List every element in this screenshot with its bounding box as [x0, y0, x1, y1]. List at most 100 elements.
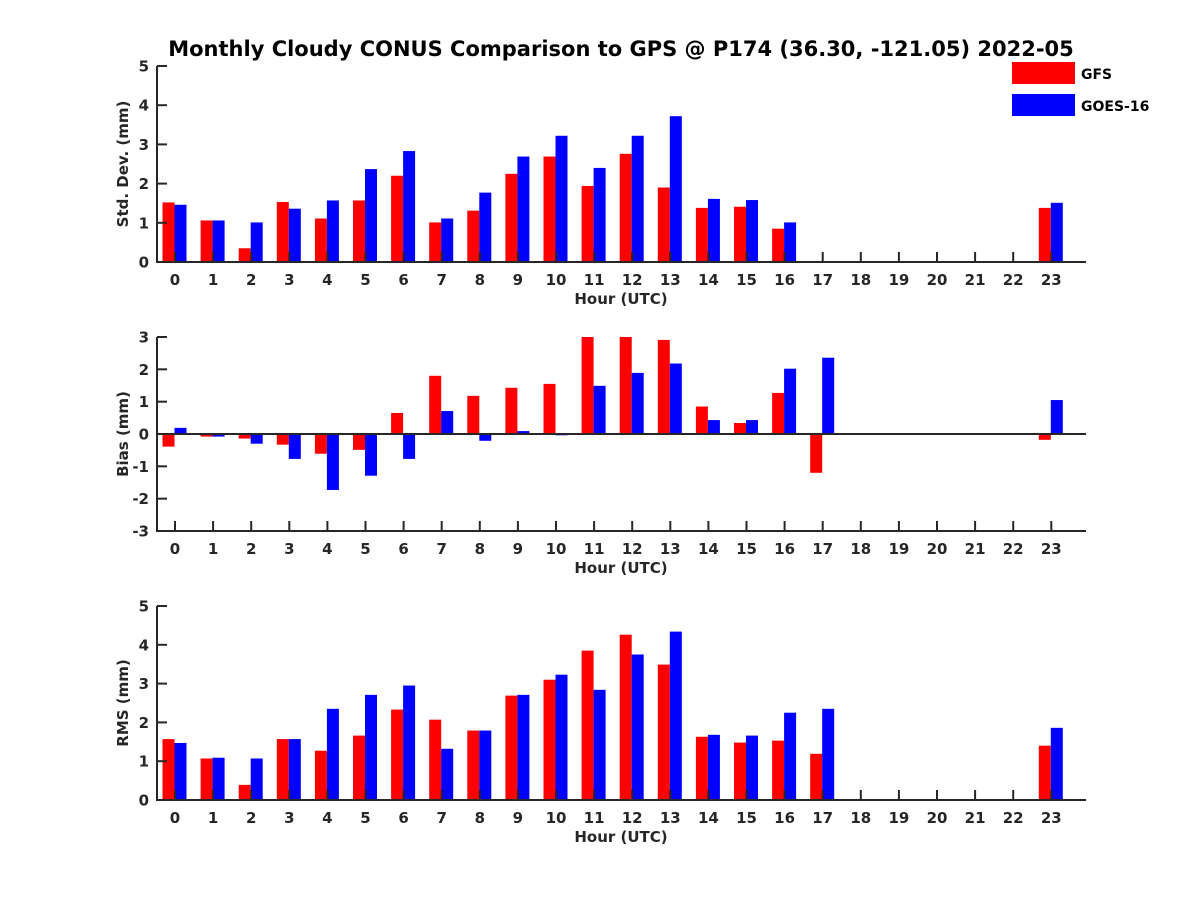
x-tick-label-rms: 15: [736, 809, 757, 827]
bar-bias-gfs-h16: [772, 392, 785, 434]
y-tick-label-rms: 4: [139, 636, 149, 654]
x-tick-label-bias: 22: [1003, 540, 1024, 558]
x-tick-label-std: 12: [622, 271, 643, 289]
bar-std-gfs-h2: [238, 248, 251, 262]
bar-rms-gfs-h5: [353, 735, 365, 800]
bar-rms-goes-16-h16: [784, 712, 797, 800]
x-tick-label-bias: 14: [698, 540, 719, 558]
bar-bias-gfs-h15: [734, 423, 746, 434]
bar-std-goes-16-h16: [784, 222, 797, 262]
bar-std-goes-16-h12: [631, 135, 644, 262]
bar-std-gfs-h11: [581, 185, 594, 262]
x-tick-label-std: 0: [170, 271, 180, 289]
bar-bias-goes-16-h9: [517, 431, 530, 434]
bar-rms-goes-16-h12: [631, 654, 644, 800]
x-axis-label-rms: Hour (UTC): [574, 828, 667, 846]
x-tick-label-bias: 15: [736, 540, 757, 558]
bar-std-gfs-h10: [543, 156, 556, 262]
series-std-goes-16: [174, 116, 1063, 263]
bar-rms-goes-16-h11: [593, 689, 606, 800]
x-axis-label-std: Hour (UTC): [574, 290, 667, 308]
bar-std-goes-16-h10: [555, 135, 568, 262]
bar-std-goes-16-h9: [517, 156, 530, 262]
x-tick-label-std: 22: [1003, 271, 1024, 289]
x-tick-label-rms: 4: [322, 809, 332, 827]
bar-rms-gfs-h14: [695, 736, 708, 800]
bar-std-goes-16-h1: [212, 220, 225, 262]
bar-bias-goes-16-h13: [669, 363, 682, 434]
x-tick-label-rms: 3: [284, 809, 294, 827]
bar-std-gfs-h23: [1038, 207, 1051, 262]
x-tick-label-bias: 23: [1041, 540, 1062, 558]
y-tick-label-std: 0: [139, 254, 149, 272]
bar-rms-goes-16-h17: [822, 708, 835, 800]
bar-std-gfs-h7: [429, 222, 442, 262]
series-std-gfs: [162, 153, 1051, 262]
chart-title: Monthly Cloudy CONUS Comparison to GPS @…: [168, 37, 1074, 61]
y-tick-label-std: 1: [139, 214, 149, 232]
bar-rms-goes-16-h10: [555, 674, 568, 800]
bar-rms-goes-16-h2: [250, 758, 263, 800]
bar-rms-gfs-h15: [734, 742, 746, 800]
bar-std-goes-16-h6: [403, 151, 416, 262]
x-tick-label-std: 23: [1041, 271, 1062, 289]
x-tick-label-bias: 21: [965, 540, 986, 558]
x-tick-label-bias: 3: [284, 540, 294, 558]
bar-rms-goes-16-h15: [746, 735, 758, 800]
y-tick-label-bias: 2: [139, 361, 149, 379]
bar-rms-goes-16-h5: [365, 694, 377, 800]
x-tick-label-bias: 12: [622, 540, 643, 558]
bar-std-goes-16-h15: [746, 200, 758, 262]
bar-bias-goes-16-h8: [479, 434, 492, 441]
x-tick-label-bias: 6: [398, 540, 408, 558]
series-bias-goes-16: [174, 357, 1063, 490]
bar-rms-gfs-h23: [1038, 745, 1051, 800]
x-tick-label-rms: 19: [888, 809, 909, 827]
x-tick-label-rms: 13: [660, 809, 681, 827]
bar-rms-goes-16-h14: [707, 734, 720, 800]
bar-rms-gfs-h6: [391, 709, 404, 800]
bar-bias-gfs-h7: [429, 375, 442, 434]
x-tick-label-std: 18: [850, 271, 871, 289]
bar-std-gfs-h14: [695, 207, 708, 262]
bar-rms-gfs-h17: [810, 753, 823, 800]
bar-rms-goes-16-h13: [669, 631, 682, 800]
bar-bias-gfs-h2: [238, 434, 251, 439]
x-tick-label-bias: 19: [888, 540, 909, 558]
bar-rms-gfs-h3: [276, 739, 289, 800]
bar-rms-gfs-h2: [238, 784, 251, 800]
series-rms-gfs: [162, 634, 1051, 800]
x-tick-label-rms: 21: [965, 809, 986, 827]
bar-bias-gfs-h1: [200, 434, 213, 437]
y-tick-label-std: 2: [139, 175, 149, 193]
x-tick-label-rms: 23: [1041, 809, 1062, 827]
legend-swatch-gfs: [1012, 62, 1075, 84]
bar-bias-goes-16-h17: [822, 357, 835, 434]
bar-bias-goes-16-h7: [441, 411, 454, 434]
x-tick-label-std: 19: [888, 271, 909, 289]
x-tick-label-rms: 16: [774, 809, 795, 827]
bar-rms-goes-16-h3: [288, 739, 301, 800]
x-tick-label-bias: 11: [584, 540, 605, 558]
bar-rms-gfs-h16: [772, 740, 785, 800]
bar-std-goes-16-h23: [1050, 202, 1063, 262]
x-tick-label-bias: 16: [774, 540, 795, 558]
x-tick-label-bias: 9: [513, 540, 523, 558]
y-tick-label-bias: -2: [132, 490, 149, 508]
x-tick-label-std: 10: [546, 271, 567, 289]
bar-bias-gfs-h17: [810, 434, 823, 473]
x-tick-label-std: 5: [360, 271, 370, 289]
x-tick-label-rms: 1: [208, 809, 218, 827]
bar-bias-gfs-h11: [581, 337, 594, 434]
x-tick-label-bias: 7: [436, 540, 446, 558]
y-tick-label-rms: 1: [139, 753, 149, 771]
y-tick-label-std: 5: [139, 58, 149, 76]
bar-bias-gfs-h4: [314, 434, 327, 454]
bar-std-goes-16-h11: [593, 167, 606, 262]
x-tick-label-bias: 1: [208, 540, 218, 558]
bar-rms-gfs-h13: [657, 664, 670, 800]
x-tick-label-std: 4: [322, 271, 332, 289]
bar-bias-gfs-h5: [353, 434, 365, 450]
